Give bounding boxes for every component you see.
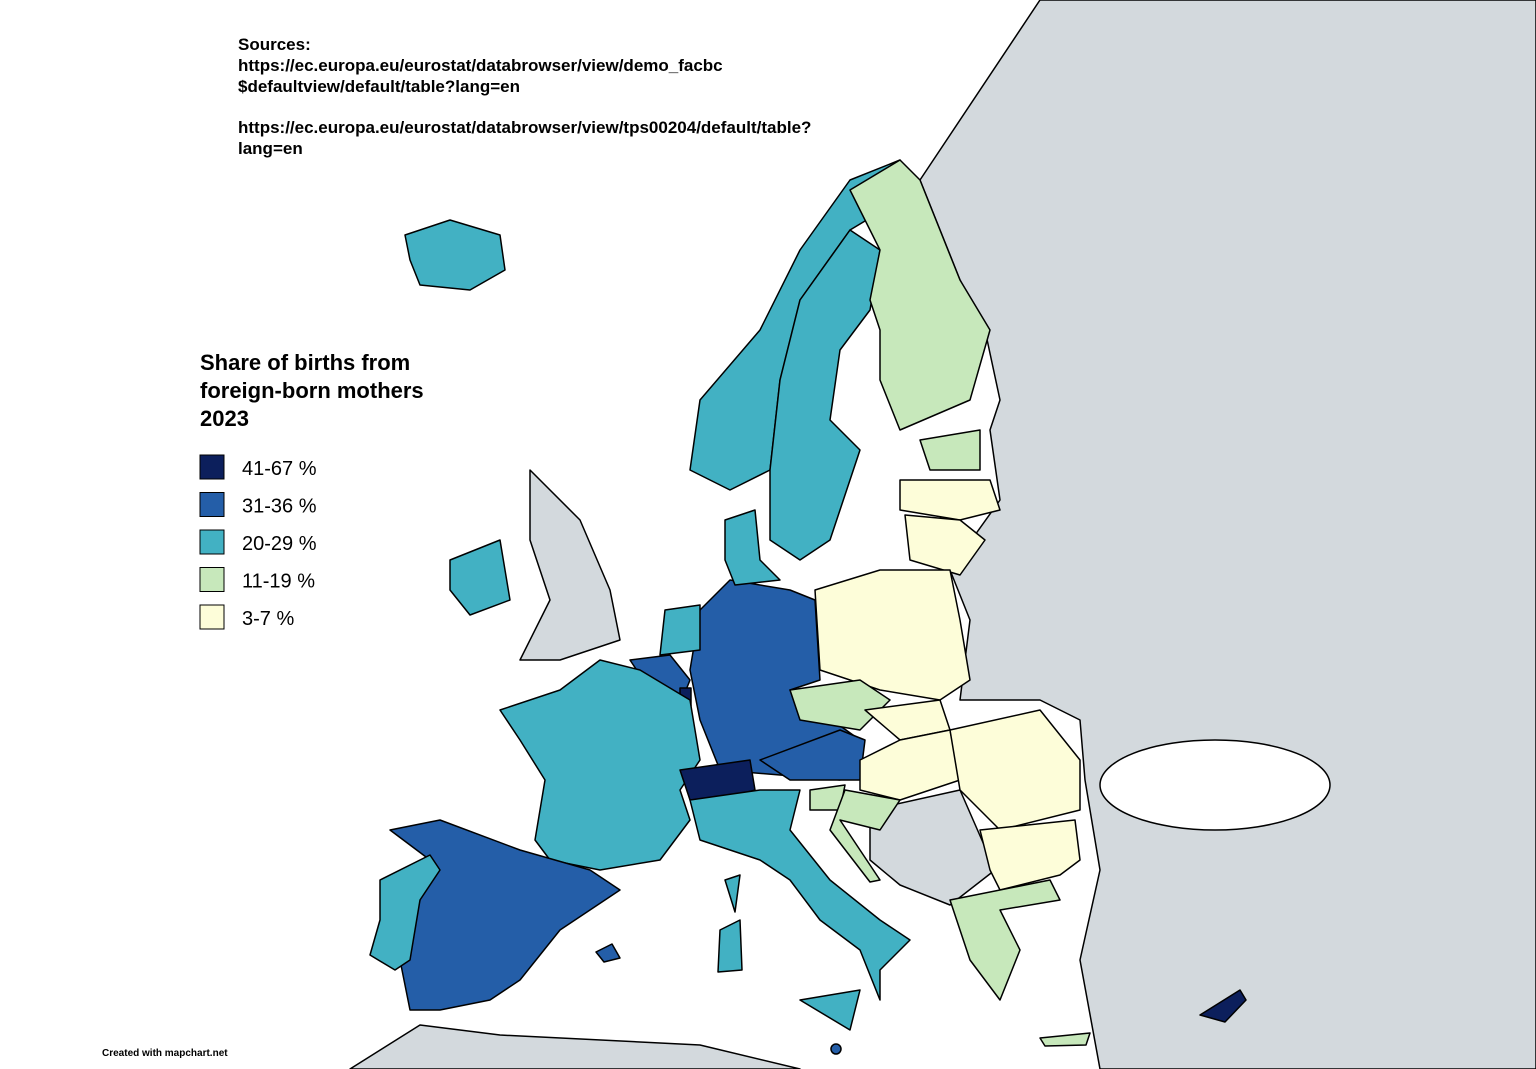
poland [814,569,971,701]
legend-label: 41-67 % [242,458,317,480]
source-line: $defaultview/default/table?lang=en [238,77,520,96]
romania [949,709,1081,831]
croatia [829,789,901,883]
legend-label: 3-7 % [242,608,294,630]
legend-label: 20-29 % [242,533,317,555]
legend-swatch [199,567,225,592]
lithuania [904,514,986,576]
italy [689,789,911,1001]
sicily [799,989,861,1031]
map-land [349,0,1536,1069]
sources-heading: Sources: [238,35,311,54]
source-line: https://ec.europa.eu/eurostat/databrowse… [238,56,723,75]
netherlands [659,604,701,656]
hungary [859,729,961,801]
source-line: lang=en [238,139,303,158]
sardinia [717,919,743,973]
cyprus [1199,989,1247,1023]
corsica [724,874,741,913]
credit: Created with mapchart.net [102,1048,228,1059]
denmark [724,509,781,586]
north-africa [349,1024,801,1069]
non-eu-east [919,0,1536,1069]
crete [1039,1032,1091,1047]
france [499,659,701,871]
legend-title: foreign-born mothers [200,378,424,403]
finland [849,159,991,431]
legend: 41-67 % 31-36 % 20-29 % 11-19 % 3-7 % [199,454,317,630]
uk [519,469,621,661]
malta [830,1043,842,1055]
iceland [404,219,506,291]
legend-swatch [199,454,225,480]
latvia [899,479,1001,521]
legend-swatch [199,492,225,517]
ireland [449,539,511,616]
bulgaria [979,819,1081,891]
portugal [369,854,441,971]
legend-title: 2023 [200,406,249,431]
legend-swatch [199,529,225,555]
source-line: https://ec.europa.eu/eurostat/databrowse… [238,118,811,137]
legend-label: 11-19 % [242,571,315,593]
greece [949,879,1061,1001]
estonia [919,429,981,471]
black-sea [1099,739,1331,831]
legend-swatch [199,604,225,630]
sweden [769,229,881,561]
balearic [595,943,621,963]
legend-title: Share of births from [200,350,410,375]
legend-label: 31-36 % [242,496,317,518]
